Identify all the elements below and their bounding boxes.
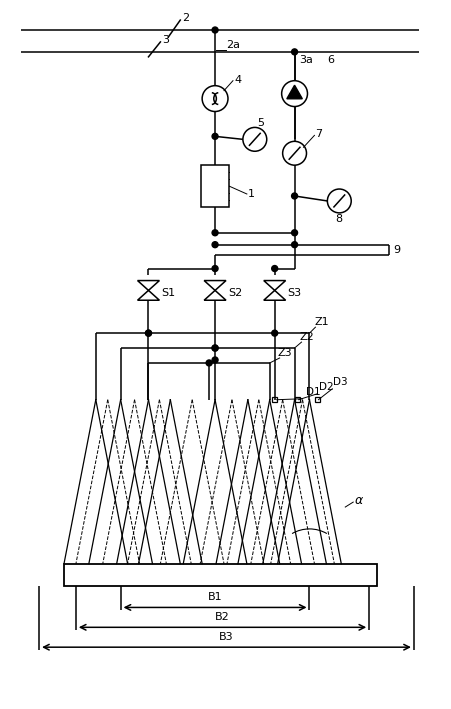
Circle shape [292,242,298,247]
Circle shape [272,330,278,336]
Circle shape [212,345,218,351]
Text: S1: S1 [161,289,175,298]
Text: 4: 4 [234,74,241,84]
Text: 2a: 2a [226,40,240,50]
Circle shape [212,230,218,235]
Text: D1: D1 [305,386,320,397]
Bar [272,397,277,402]
Circle shape [212,133,218,140]
Circle shape [212,345,218,351]
Text: 7: 7 [315,129,322,140]
Circle shape [206,360,212,366]
Bar [315,397,320,402]
Circle shape [282,81,308,106]
Bar [295,397,300,402]
Circle shape [146,330,152,336]
Circle shape [292,193,298,199]
Text: Z2: Z2 [299,332,314,342]
Circle shape [212,27,218,33]
Circle shape [212,242,218,247]
Text: 5: 5 [257,118,264,128]
Text: 9: 9 [393,245,400,255]
Text: B2: B2 [215,613,230,623]
Circle shape [292,230,298,235]
Text: S2: S2 [228,289,242,298]
Text: D2: D2 [319,381,334,392]
Circle shape [292,49,298,55]
Text: 3: 3 [162,35,170,45]
Bar [64,564,377,586]
Circle shape [272,266,278,272]
Text: 1: 1 [248,189,255,199]
Bar [201,165,229,207]
Text: B3: B3 [219,632,234,642]
Text: Z3: Z3 [278,348,292,358]
Text: 3a: 3a [299,55,313,65]
Text: 6: 6 [327,55,334,65]
Text: 2: 2 [182,13,189,23]
Text: S3: S3 [288,289,302,298]
Text: D3: D3 [333,376,348,387]
Circle shape [212,357,218,363]
Circle shape [212,266,218,272]
Polygon shape [287,85,302,99]
Text: α: α [354,494,363,507]
Text: 8: 8 [336,214,342,224]
Circle shape [146,330,152,336]
Text: Z1: Z1 [314,317,329,327]
Text: B1: B1 [208,593,222,603]
